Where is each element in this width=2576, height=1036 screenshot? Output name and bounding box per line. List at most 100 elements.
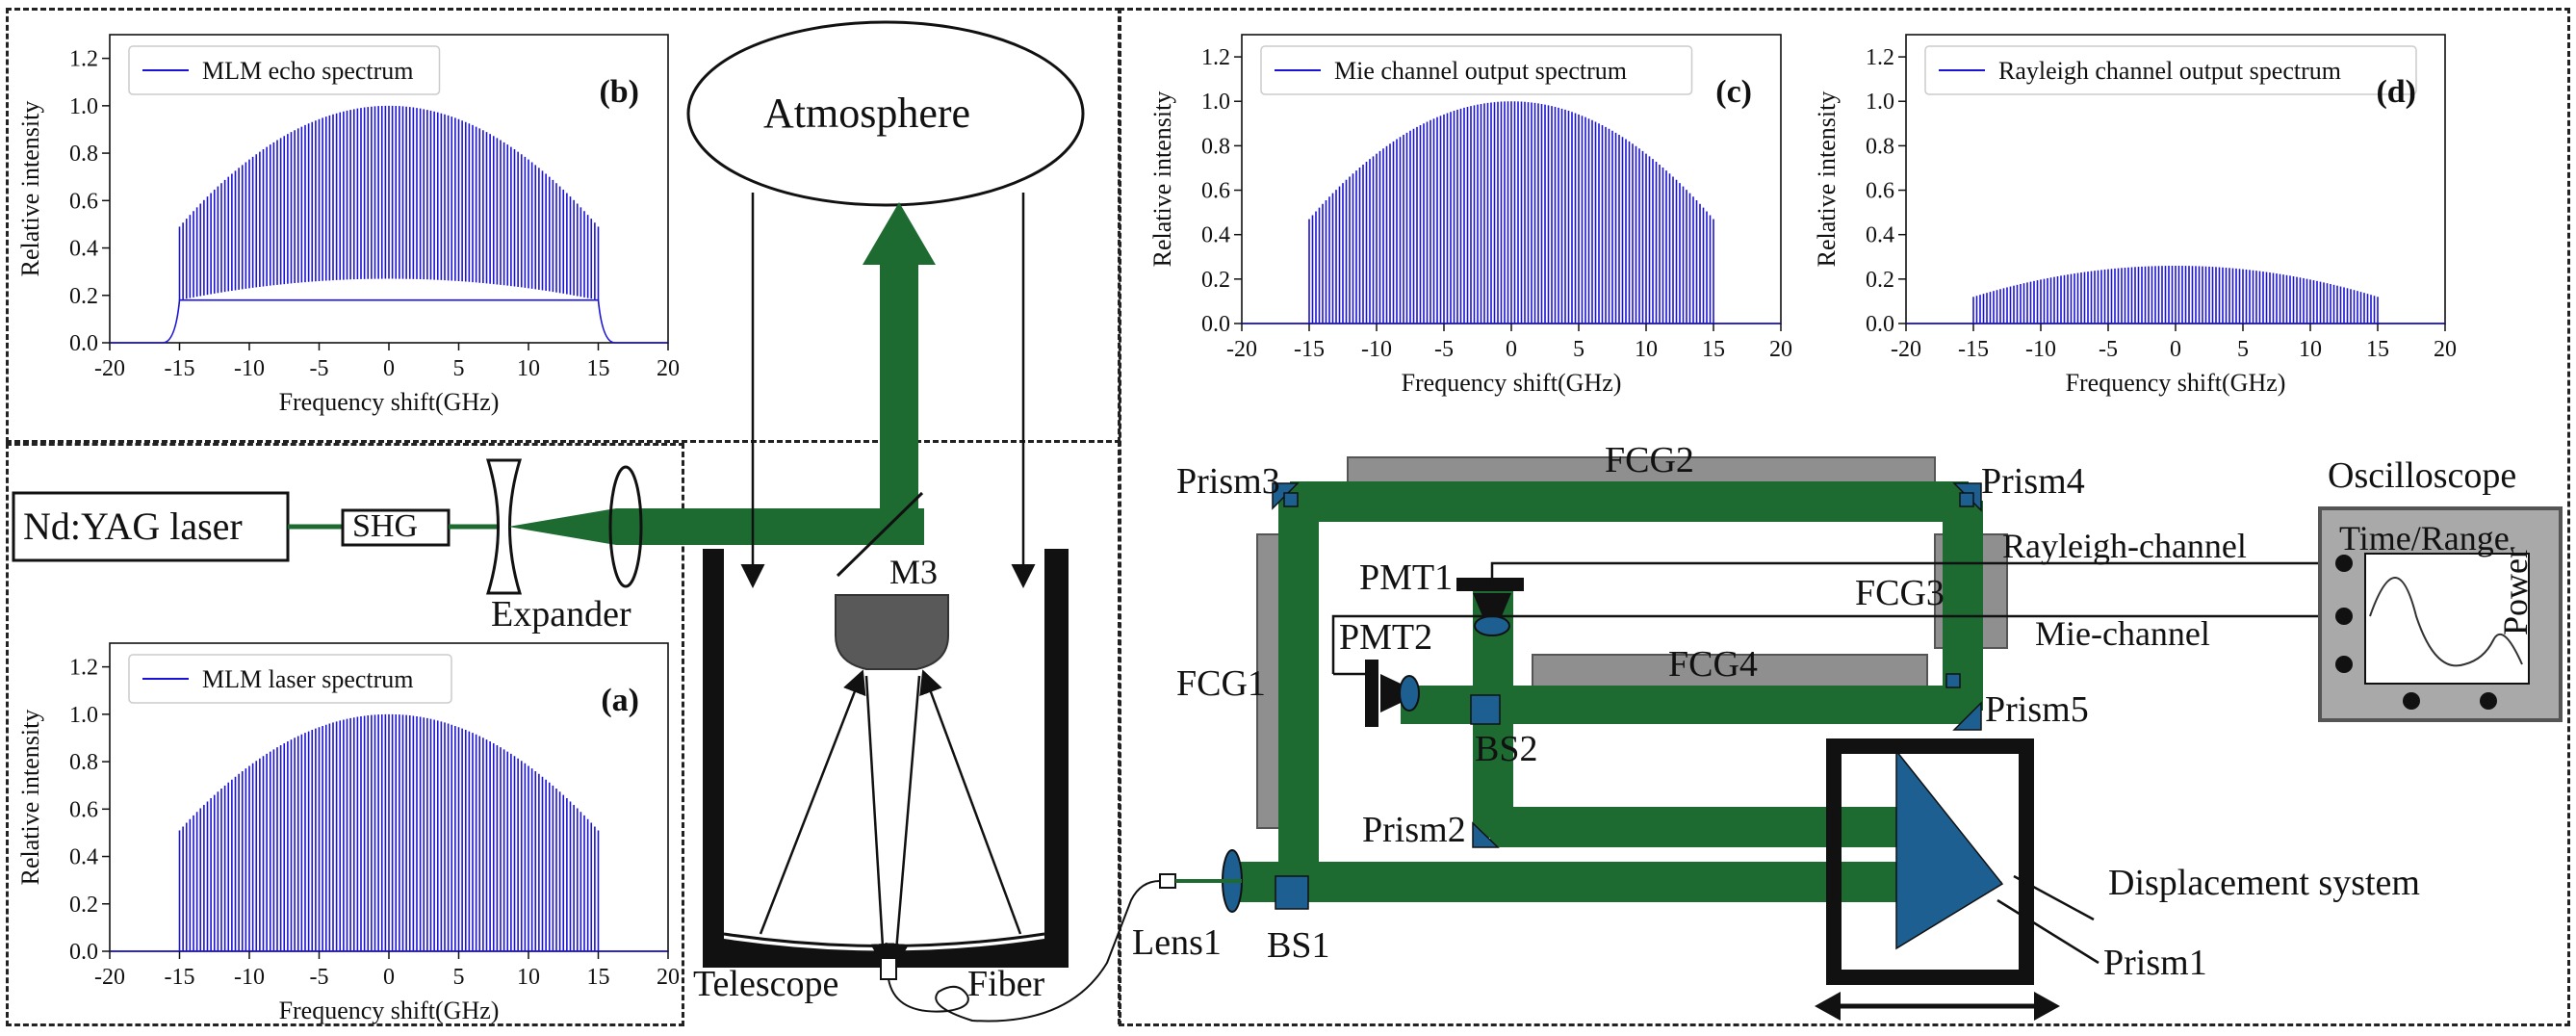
prism3-label: Prism3 xyxy=(1176,461,1280,502)
y-axis-label: Relative intensity xyxy=(16,101,44,277)
spectrum-chart-a: -20 -15 -10 -5 0 5 10 15 20 0.0 0.2 0.4 0.6 0.8 1.0 1.2… xyxy=(16,642,680,1024)
oscilloscope-screen xyxy=(2364,553,2530,685)
prism5-icon xyxy=(1952,701,1982,731)
y-tick-label: 0.4 xyxy=(1201,223,1230,248)
secondary-mirror xyxy=(835,594,949,670)
spectrum-chart-c: -20 -15 -10 -5 0 5 10 15 20 0.0 0.2 0.4 0.6 0.8 1.0 1.2… xyxy=(1148,34,1792,397)
atmosphere-ellipse xyxy=(686,20,1085,207)
x-tick-label: 5 xyxy=(2237,337,2249,362)
x-tick-label: 10 xyxy=(517,356,540,381)
legend-label: MLM laser spectrum xyxy=(202,665,414,693)
x-tick-label: 15 xyxy=(587,965,610,990)
x-tick-label: 0 xyxy=(2170,337,2181,362)
oscilloscope-label: Oscilloscope xyxy=(2328,455,2517,496)
x-tick-label: -20 xyxy=(1891,337,1921,362)
prism5-label: Prism5 xyxy=(1985,689,2089,730)
displacement-label: Displacement system xyxy=(2108,863,2420,903)
region-a xyxy=(6,443,684,1026)
m3-label: M3 xyxy=(889,553,939,591)
convex-lens-icon xyxy=(608,465,643,588)
y-tick-label: 1.0 xyxy=(69,703,98,728)
spectrum-comb xyxy=(1972,266,2379,324)
bs1-cube xyxy=(1275,875,1309,910)
spectrum-chart-d: -20 -15 -10 -5 0 5 10 15 20 0.0 0.2 0.4 0.6 0.8 1.0 1.2… xyxy=(1813,34,2457,397)
y-tick-label: 0.4 xyxy=(1866,223,1894,248)
y-axis-label: Relative intensity xyxy=(1148,91,1176,268)
legend-box xyxy=(1924,45,2417,95)
legend-label: MLM echo spectrum xyxy=(202,57,414,85)
mie-channel-label: Mie-channel xyxy=(2035,614,2210,653)
prism1-icon xyxy=(1895,748,2004,950)
y-tick-label: 0.8 xyxy=(1201,134,1230,159)
y-tick-label: 1.2 xyxy=(69,47,98,72)
x-tick-label: 5 xyxy=(1573,337,1584,362)
x-tick-label: 10 xyxy=(1635,337,1658,362)
x-tick-label: -10 xyxy=(234,965,265,990)
spectrum-chart-b: -20 -15 -10 -5 0 5 10 15 20 0.0 0.2 0.4 0.6 0.8 1.0 1.2… xyxy=(16,34,680,416)
rayleigh-channel-label: Rayleigh-channel xyxy=(2002,527,2247,565)
x-tick-label: -15 xyxy=(165,965,195,990)
laser-label: Nd:YAG laser xyxy=(23,505,243,548)
pmt1-label: PMT1 xyxy=(1359,557,1454,598)
y-tick-label: 0.2 xyxy=(1866,268,1894,293)
telescope-label: Telescope xyxy=(693,964,839,1004)
y-tick-label: 0.2 xyxy=(69,284,98,309)
region-center xyxy=(684,441,1121,1024)
green-beams xyxy=(1235,481,2002,919)
y-tick-label: 1.2 xyxy=(1201,45,1230,70)
beam-up-arrow xyxy=(863,202,936,265)
x-tick-label: -5 xyxy=(2099,337,2118,362)
y-axis-label: Relative intensity xyxy=(1813,91,1841,268)
y-tick-label: 0.4 xyxy=(69,845,98,870)
x-tick-label: -10 xyxy=(234,356,265,381)
y-tick-label: 0.8 xyxy=(1866,134,1894,159)
legend-label: Mie channel output spectrum xyxy=(1334,57,1627,85)
prism2-label: Prism2 xyxy=(1362,810,1466,850)
lens1-label: Lens1 xyxy=(1132,922,1222,963)
x-axis-label: Frequency shift(GHz) xyxy=(1402,369,1622,397)
x-tick-label: 20 xyxy=(1769,337,1792,362)
spectrum-baseline xyxy=(110,298,668,344)
fcg4-label: FCG4 xyxy=(1668,644,1758,685)
y-tick-label: 0.8 xyxy=(69,142,98,167)
x-tick-label: 20 xyxy=(657,356,680,381)
spectrum-comb xyxy=(1308,101,1714,324)
y-tick-label: 0.0 xyxy=(1866,312,1894,337)
y-axis-label: Relative intensity xyxy=(16,710,44,886)
x-tick-label: -20 xyxy=(94,965,125,990)
x-tick-label: 20 xyxy=(657,965,680,990)
pmt2-label: PMT2 xyxy=(1339,617,1433,658)
x-tick-label: 15 xyxy=(1702,337,1725,362)
y-tick-label: 0.0 xyxy=(1201,312,1230,337)
panel-tag: (b) xyxy=(599,74,639,110)
shg-label: SHG xyxy=(352,508,419,544)
x-tick-label: -10 xyxy=(1361,337,1392,362)
y-tick-label: 0.0 xyxy=(69,940,98,965)
fiber-coupler xyxy=(880,957,897,980)
fiber-cable xyxy=(888,880,1161,1023)
x-tick-label: 15 xyxy=(587,356,610,381)
pmt1-detector xyxy=(1456,578,1524,591)
bs2-cube xyxy=(1470,694,1501,725)
laser-box xyxy=(12,491,290,562)
legend-box xyxy=(128,45,441,95)
x-tick-label: -15 xyxy=(1294,337,1325,362)
prism2-icon xyxy=(1472,821,1500,848)
fcg1-label: FCG1 xyxy=(1176,663,1266,704)
prism1-label: Prism1 xyxy=(2103,943,2207,983)
y-tick-label: 1.0 xyxy=(1866,90,1894,115)
x-tick-label: -10 xyxy=(2025,337,2056,362)
atmosphere-label: Atmosphere xyxy=(763,90,971,137)
x-tick-label: 0 xyxy=(383,965,395,990)
time-range-label: Time/Range xyxy=(2339,519,2510,557)
x-tick-label: 0 xyxy=(1506,337,1517,362)
expander-label: Expander xyxy=(491,594,631,635)
x-tick-label: 5 xyxy=(453,356,465,381)
y-tick-label: 1.0 xyxy=(1201,90,1230,115)
y-tick-label: 0.0 xyxy=(69,331,98,356)
pmt2-detector xyxy=(1365,660,1378,727)
x-tick-label: -5 xyxy=(310,965,329,990)
x-tick-label: 15 xyxy=(2366,337,2389,362)
